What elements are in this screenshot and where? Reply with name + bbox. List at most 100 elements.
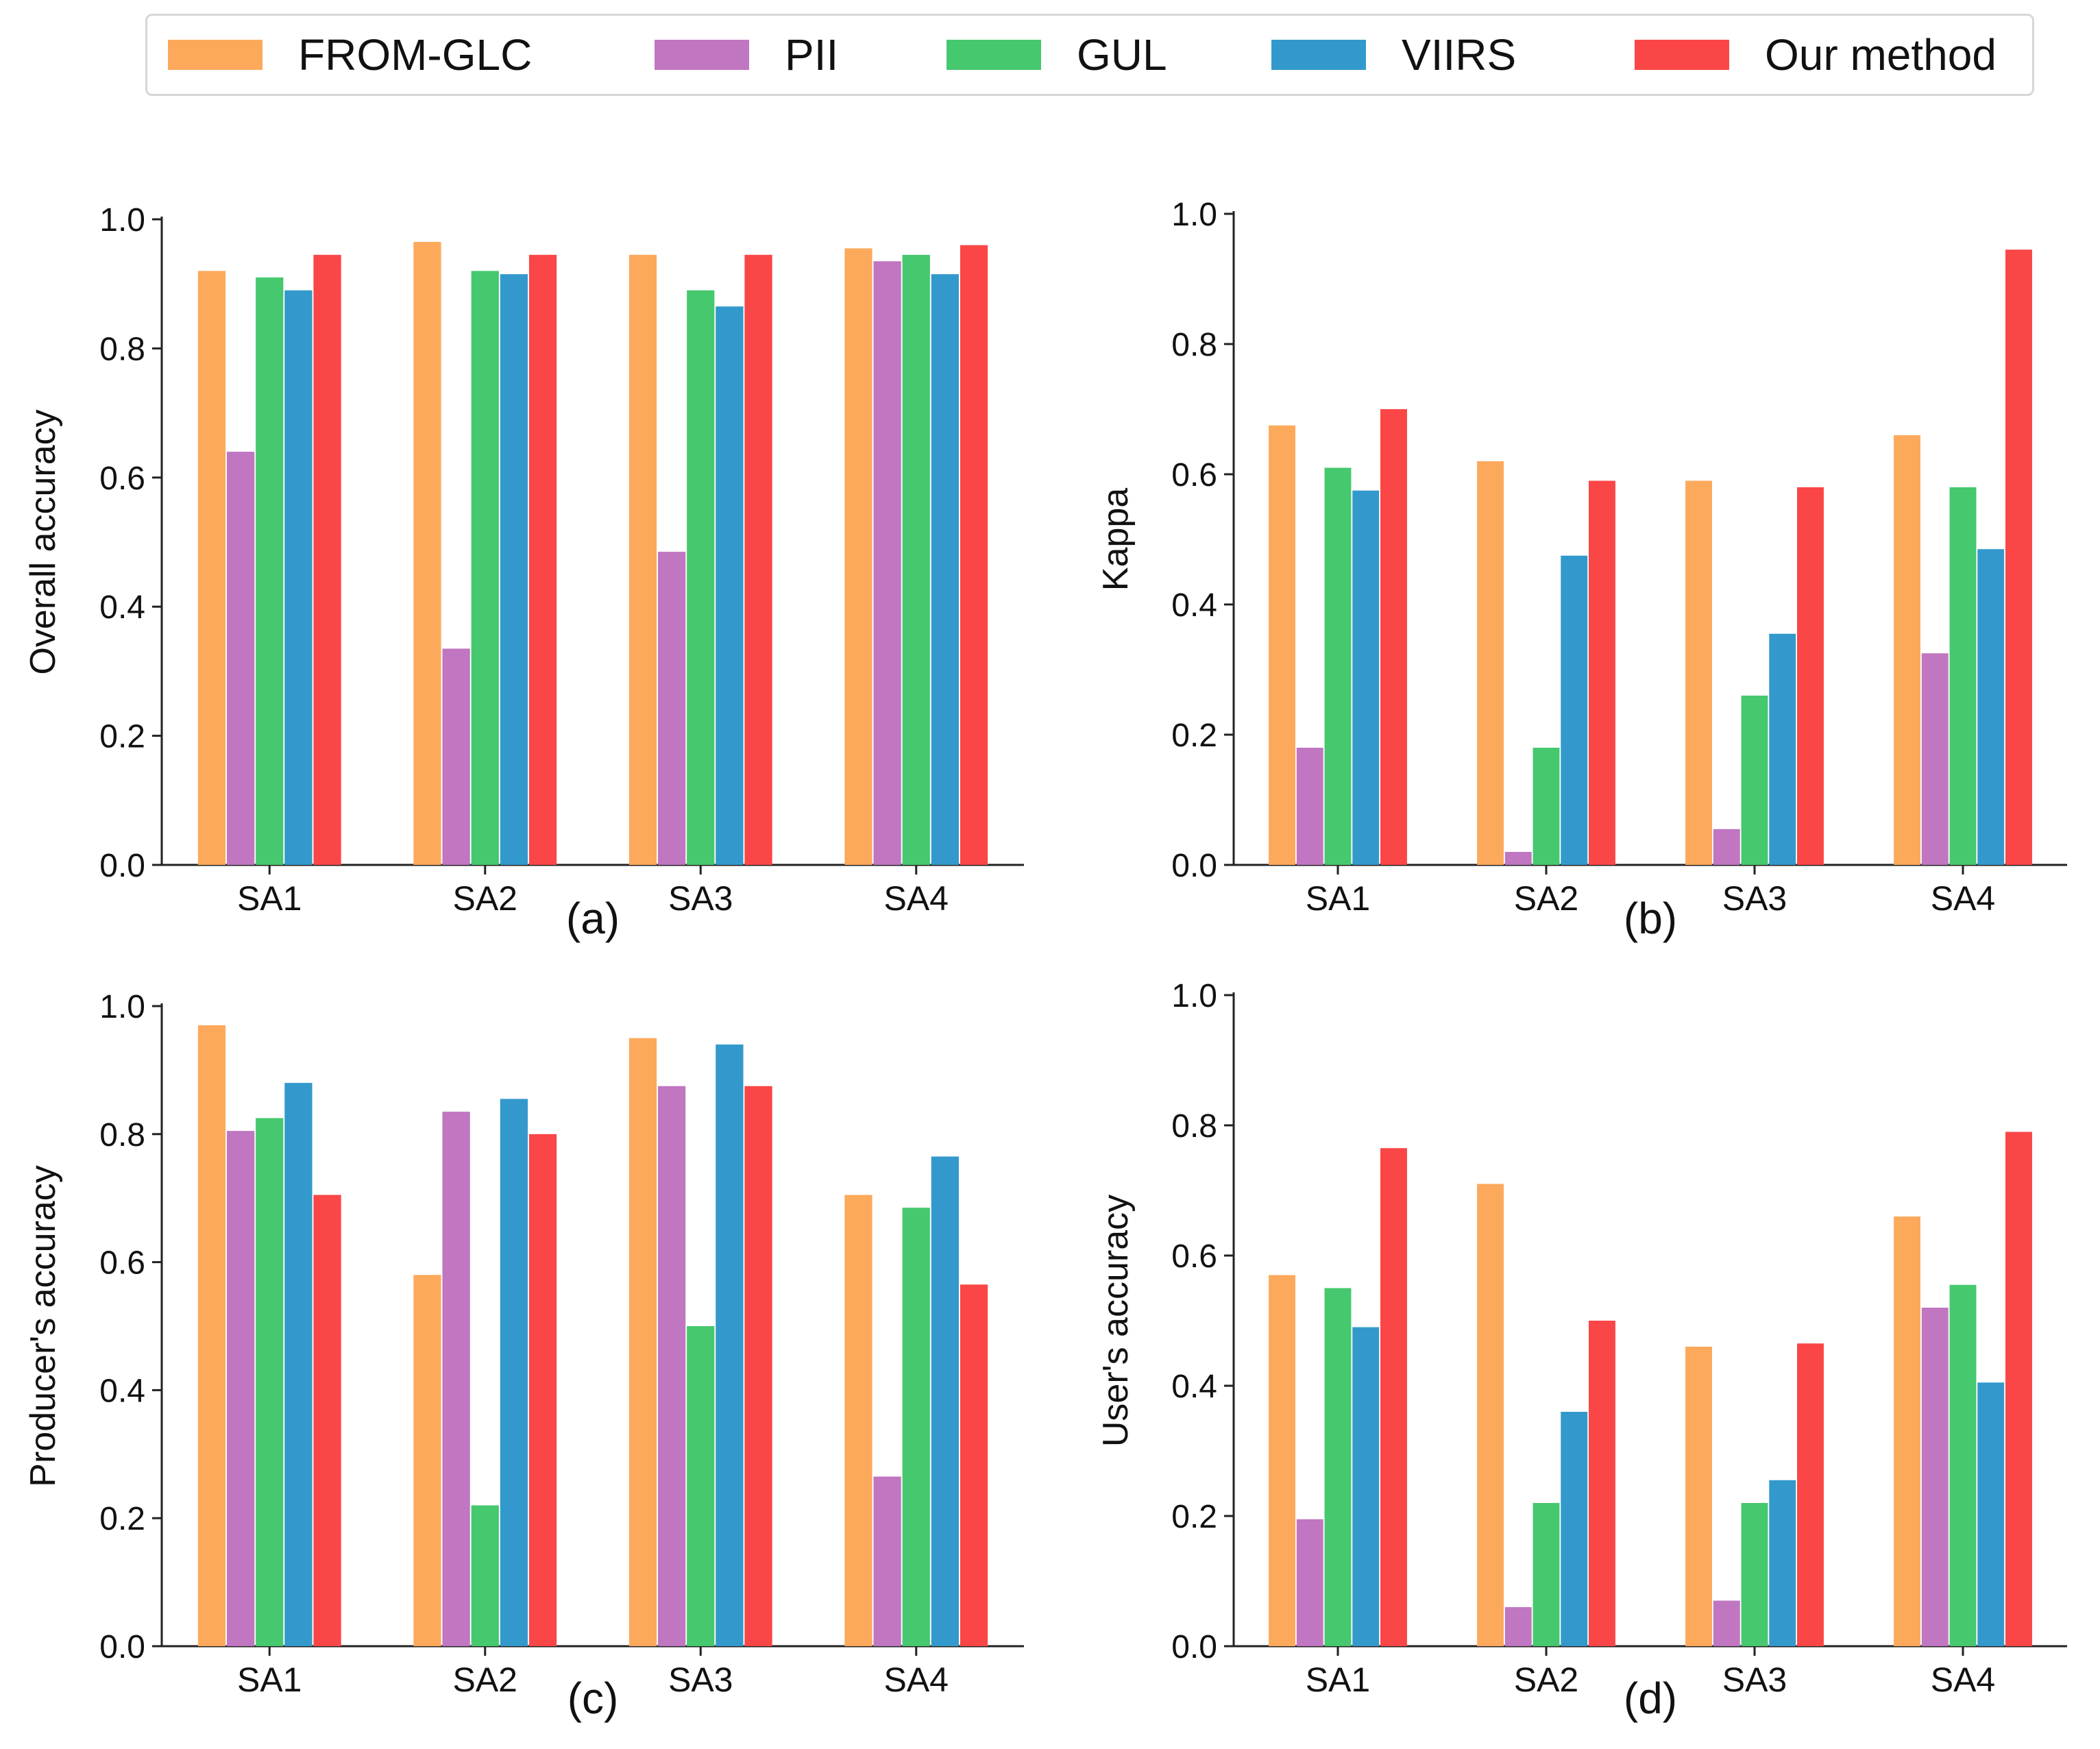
bar-sa4-from-glc	[1894, 435, 1920, 865]
panel-label: (c)	[567, 1674, 619, 1723]
y-tick-label: 0.2	[99, 1501, 145, 1537]
bar-sa3-gul	[687, 1326, 715, 1646]
x-tick-label: SA1	[1306, 879, 1371, 918]
bar-sa3-from-glc	[628, 254, 657, 865]
bar-sa1-gul	[256, 277, 284, 865]
x-tick-label: SA2	[1514, 1661, 1579, 1699]
x-tick-label: SA2	[452, 879, 517, 918]
bar-sa4-pii	[873, 1476, 901, 1646]
bar-sa2-gul	[1533, 1503, 1560, 1646]
x-tick-label: SA3	[668, 1661, 733, 1699]
y-tick-label: 0.4	[99, 1373, 145, 1409]
bar-sa3-our-method	[744, 254, 772, 865]
x-tick-label: SA4	[1931, 879, 1996, 918]
y-tick-label: 0.2	[99, 719, 145, 755]
x-tick-label: SA3	[1722, 879, 1787, 918]
bar-sa2-from-glc	[413, 1275, 441, 1646]
bar-sa4-gul	[1949, 487, 1977, 865]
bar-sa3-from-glc	[1685, 1347, 1712, 1646]
bar-sa1-viirs	[1352, 490, 1380, 865]
bar-sa1-viirs	[284, 1083, 313, 1646]
bar-sa4-from-glc	[844, 1195, 872, 1646]
legend-item-gul: GUL	[947, 16, 1167, 94]
bar-sa1-viirs	[284, 290, 313, 865]
bar-sa2-our-method	[528, 254, 557, 865]
y-tick-label: 0.8	[1171, 1108, 1217, 1145]
bar-sa2-our-method	[1589, 480, 1615, 865]
bar-sa4-gul	[902, 1208, 930, 1646]
legend-swatch-gul	[947, 40, 1041, 70]
y-tick-label: 0.6	[1171, 457, 1217, 493]
bar-sa2-viirs	[500, 1099, 528, 1646]
legend-label-from-glc: FROM-GLC	[298, 30, 533, 80]
bar-sa2-from-glc	[413, 241, 441, 866]
legend-item-our-method: Our method	[1635, 16, 1997, 94]
bar-sa4-our-method	[2005, 1132, 2032, 1646]
bar-sa4-pii	[1921, 1308, 1949, 1646]
y-tick-label: 0.8	[1171, 327, 1217, 363]
bar-sa3-our-method	[1797, 487, 1824, 865]
legend-label-gul: GUL	[1077, 30, 1167, 80]
y-tick-label: 0.4	[1171, 587, 1217, 624]
y-tick-label: 0.8	[99, 1117, 145, 1153]
y-tick-label: 0.4	[1171, 1369, 1217, 1405]
y-tick-label: 0.2	[1171, 1499, 1217, 1535]
bar-sa4-pii	[873, 261, 901, 866]
bar-sa1-from-glc	[1269, 425, 1295, 865]
bar-sa3-pii	[1713, 1600, 1740, 1646]
legend-swatch-from-glc	[168, 40, 262, 70]
legend-item-from-glc: FROM-GLC	[168, 16, 532, 94]
x-tick-label: SA2	[1514, 879, 1579, 918]
bar-sa2-pii	[1504, 1607, 1532, 1646]
bar-sa1-from-glc	[1269, 1275, 1295, 1646]
bar-sa3-gul	[1741, 1503, 1768, 1646]
bar-sa4-our-method	[960, 1284, 988, 1646]
bar-sa3-viirs	[1769, 633, 1796, 865]
bar-sa1-pii	[1296, 1519, 1323, 1646]
bar-sa3-gul	[687, 290, 715, 865]
y-tick-label: 1.0	[1171, 197, 1217, 233]
bar-sa4-pii	[1921, 653, 1949, 865]
chart-panel-3: 0.0 0.2 0.4 0.6 0.8 1.0 Producer's accuracy SA1…	[23, 989, 1024, 1723]
bar-sa2-viirs	[1561, 555, 1588, 865]
bar-sa1-our-method	[313, 254, 341, 865]
bar-sa3-pii	[1713, 829, 1740, 865]
legend-swatch-viirs	[1271, 40, 1366, 70]
y-tick-label: 0.6	[1171, 1238, 1217, 1275]
bar-sa4-viirs	[1977, 1382, 2005, 1646]
legend-label-our-method: Our method	[1765, 30, 1997, 80]
x-tick-label: SA4	[883, 879, 949, 918]
chart-panel-1: 0.0 0.2 0.4 0.6 0.8 1.0 Overall accuracy SA1 SA2…	[23, 202, 1024, 943]
panel-label: (b)	[1624, 894, 1677, 943]
y-tick-label: 1.0	[1171, 978, 1217, 1014]
legend-item-pii: PII	[655, 16, 838, 94]
bar-sa2-viirs	[1561, 1412, 1588, 1646]
y-tick-label: 0.0	[99, 1629, 145, 1665]
bar-sa3-from-glc	[1685, 480, 1712, 865]
y-tick-label: 0.0	[1171, 1629, 1217, 1665]
x-tick-label: SA4	[1931, 1661, 1996, 1699]
bar-sa4-gul	[902, 254, 930, 865]
legend-label-pii: PII	[785, 30, 839, 80]
y-tick-label: 1.0	[99, 989, 145, 1025]
bar-sa2-our-method	[528, 1134, 557, 1646]
y-tick-label: 0.0	[1171, 848, 1217, 884]
x-tick-label: SA3	[668, 879, 733, 918]
bar-sa2-pii	[1504, 852, 1532, 865]
bar-sa2-gul	[471, 1505, 499, 1646]
y-axis-label: User's accuracy	[1096, 1195, 1136, 1447]
bar-sa3-viirs	[716, 1044, 744, 1646]
bar-sa1-our-method	[313, 1195, 341, 1646]
bar-sa1-pii	[226, 452, 255, 865]
bar-sa4-our-method	[960, 245, 988, 865]
bar-sa2-gul	[1533, 748, 1560, 865]
bar-sa2-gul	[471, 271, 499, 865]
bar-sa3-gul	[1741, 696, 1768, 865]
bar-sa4-viirs	[931, 1156, 960, 1646]
x-tick-label: SA1	[1306, 1661, 1371, 1699]
bar-sa4-from-glc	[844, 248, 872, 865]
bar-sa1-from-glc	[197, 1025, 226, 1646]
y-tick-label: 0.6	[99, 461, 145, 497]
bar-sa1-pii	[226, 1131, 255, 1646]
